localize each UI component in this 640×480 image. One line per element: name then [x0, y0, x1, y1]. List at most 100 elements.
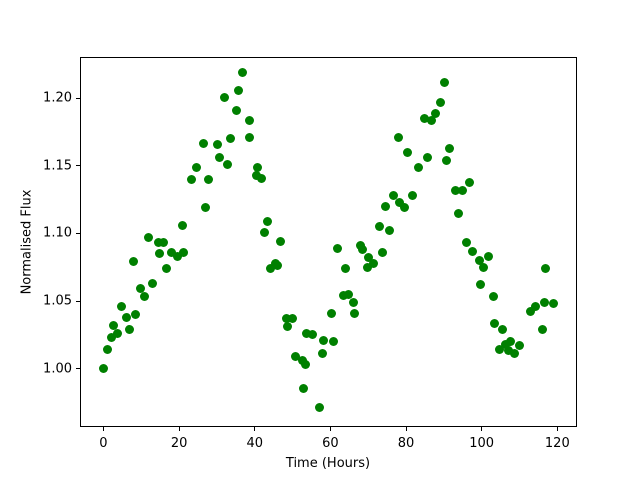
- x-tick-mark: [178, 427, 180, 431]
- data-point: [358, 245, 368, 255]
- data-point: [468, 246, 478, 256]
- data-point: [244, 133, 254, 143]
- data-point: [124, 324, 134, 334]
- data-point: [407, 191, 417, 201]
- data-point: [200, 203, 210, 213]
- data-point: [143, 233, 153, 243]
- data-point: [504, 346, 514, 356]
- data-point: [381, 201, 391, 211]
- y-tick-mark: [76, 165, 80, 167]
- data-point: [538, 324, 548, 334]
- data-point: [282, 322, 292, 332]
- data-point: [439, 77, 449, 87]
- x-tick-mark: [556, 427, 558, 431]
- data-point: [344, 289, 354, 299]
- data-point: [453, 208, 463, 218]
- y-tick-label: 1.20: [43, 90, 72, 106]
- data-point: [350, 308, 360, 318]
- data-point: [131, 310, 141, 319]
- y-tick-mark: [76, 300, 80, 302]
- y-tick-mark: [76, 368, 80, 370]
- data-point: [389, 191, 399, 201]
- y-tick-mark: [76, 232, 80, 234]
- data-point: [112, 328, 122, 338]
- data-point: [291, 351, 301, 361]
- data-point: [231, 106, 241, 116]
- data-point: [414, 162, 424, 172]
- data-point: [219, 92, 229, 102]
- data-point: [204, 174, 214, 184]
- data-point: [263, 216, 273, 226]
- x-tick-label: 40: [246, 436, 264, 451]
- data-point: [198, 138, 208, 148]
- y-tick-label: 1.10: [43, 225, 72, 241]
- data-point: [515, 341, 525, 351]
- data-point: [251, 170, 261, 180]
- data-point: [461, 238, 471, 248]
- x-tick-label: 120: [544, 436, 570, 451]
- data-point: [403, 147, 413, 157]
- data-point: [108, 320, 118, 330]
- data-point: [317, 349, 327, 359]
- data-point: [348, 297, 358, 307]
- data-point: [328, 337, 338, 347]
- x-tick-label: 100: [469, 436, 495, 451]
- data-point: [300, 359, 310, 369]
- data-point: [319, 335, 329, 345]
- x-tick-label: 60: [322, 436, 339, 451]
- data-point: [488, 292, 498, 302]
- x-tick-label: 0: [99, 436, 108, 451]
- data-point: [154, 249, 164, 259]
- data-point: [244, 115, 254, 125]
- data-point: [490, 319, 500, 329]
- data-point: [378, 247, 388, 257]
- y-tick-label: 1.05: [43, 293, 72, 309]
- data-point: [445, 143, 455, 153]
- data-point: [153, 238, 163, 248]
- x-tick-mark: [254, 427, 256, 431]
- data-point: [233, 85, 243, 95]
- y-axis-label: Normalised Flux: [19, 189, 35, 295]
- data-point: [121, 312, 131, 322]
- x-tick-label: 20: [170, 436, 188, 451]
- x-tick-mark: [481, 427, 483, 431]
- data-point: [548, 299, 558, 309]
- data-point: [393, 133, 403, 143]
- data-point: [419, 114, 429, 124]
- data-point: [222, 160, 232, 170]
- x-axis-label: Time (Hours): [285, 456, 371, 471]
- data-point: [275, 237, 285, 247]
- data-point: [186, 174, 196, 184]
- x-tick-mark: [102, 427, 104, 431]
- data-point: [464, 177, 474, 187]
- data-point: [501, 339, 511, 349]
- data-point: [256, 173, 266, 183]
- data-point: [252, 162, 262, 172]
- data-point: [423, 153, 433, 163]
- data-point: [281, 314, 291, 324]
- data-point: [215, 153, 225, 163]
- data-point: [332, 243, 342, 253]
- data-point: [364, 253, 374, 263]
- data-point: [457, 185, 467, 195]
- data-point: [338, 291, 348, 301]
- data-point: [237, 68, 247, 78]
- data-point: [265, 264, 275, 274]
- data-point: [431, 108, 441, 118]
- data-point: [302, 328, 312, 338]
- data-point: [308, 330, 318, 340]
- data-point: [474, 256, 484, 265]
- data-point: [375, 222, 385, 232]
- x-tick-mark: [405, 427, 407, 431]
- data-point: [442, 156, 452, 166]
- data-point: [172, 251, 182, 261]
- data-point: [135, 284, 145, 294]
- data-point: [494, 345, 504, 355]
- data-point: [525, 307, 535, 317]
- data-point: [299, 384, 309, 394]
- data-point: [451, 185, 461, 195]
- data-point: [483, 251, 493, 261]
- data-point: [395, 197, 405, 207]
- data-point: [506, 337, 516, 347]
